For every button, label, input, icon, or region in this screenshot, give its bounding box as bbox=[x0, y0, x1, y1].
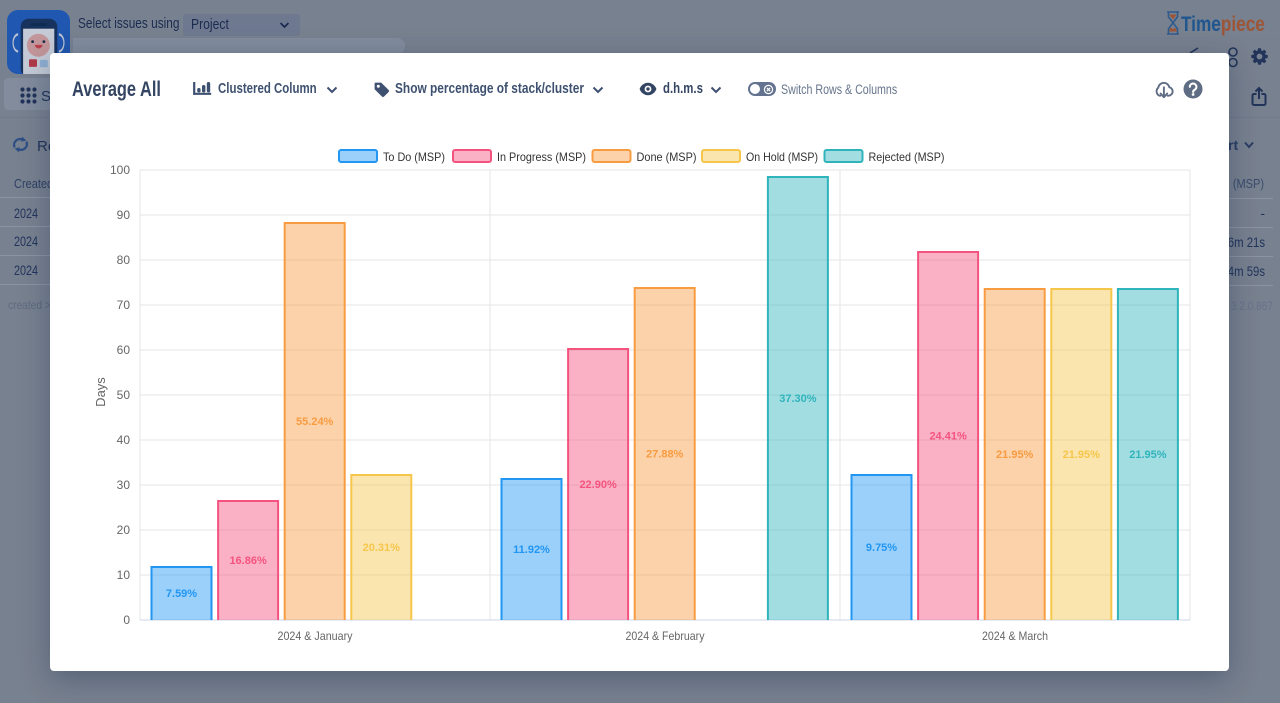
svg-text:To Do (MSP): To Do (MSP) bbox=[383, 150, 445, 164]
svg-text:20: 20 bbox=[117, 523, 131, 537]
svg-text:24.41%: 24.41% bbox=[929, 431, 967, 443]
svg-text:21.95%: 21.95% bbox=[1063, 449, 1101, 461]
svg-text:22.90%: 22.90% bbox=[579, 479, 617, 491]
svg-text:30: 30 bbox=[117, 478, 131, 492]
svg-text:50: 50 bbox=[117, 388, 131, 402]
svg-text:21.95%: 21.95% bbox=[996, 449, 1034, 461]
svg-text:37.30%: 37.30% bbox=[779, 393, 817, 405]
svg-text:55.24%: 55.24% bbox=[296, 416, 334, 428]
svg-text:90: 90 bbox=[117, 208, 131, 222]
svg-text:16.86%: 16.86% bbox=[229, 555, 267, 567]
svg-text:2024 & January: 2024 & January bbox=[278, 629, 353, 643]
svg-text:70: 70 bbox=[117, 298, 131, 312]
svg-text:Done (MSP): Done (MSP) bbox=[637, 150, 697, 164]
svg-text:Timepiece: Timepiece bbox=[1181, 14, 1265, 36]
svg-text:10: 10 bbox=[117, 568, 131, 582]
svg-text:7.59%: 7.59% bbox=[166, 588, 197, 600]
svg-text:21.95%: 21.95% bbox=[1129, 449, 1167, 461]
svg-text:60: 60 bbox=[117, 343, 131, 357]
svg-text:2024 & March: 2024 & March bbox=[982, 629, 1048, 643]
svg-text:100: 100 bbox=[110, 163, 130, 177]
svg-text:0: 0 bbox=[123, 613, 130, 627]
svg-text:40: 40 bbox=[117, 433, 131, 447]
svg-text:Rejected (MSP): Rejected (MSP) bbox=[869, 150, 945, 164]
svg-text:In Progress (MSP): In Progress (MSP) bbox=[497, 150, 586, 164]
svg-text:2024 & February: 2024 & February bbox=[626, 629, 705, 643]
svg-text:11.92%: 11.92% bbox=[513, 544, 550, 556]
svg-text:9.75%: 9.75% bbox=[866, 542, 897, 554]
svg-text:80: 80 bbox=[117, 253, 131, 267]
svg-text:27.88%: 27.88% bbox=[646, 449, 684, 461]
svg-text:Days: Days bbox=[93, 377, 108, 407]
svg-text:On Hold (MSP): On Hold (MSP) bbox=[746, 150, 818, 164]
svg-text:20.31%: 20.31% bbox=[363, 542, 401, 554]
